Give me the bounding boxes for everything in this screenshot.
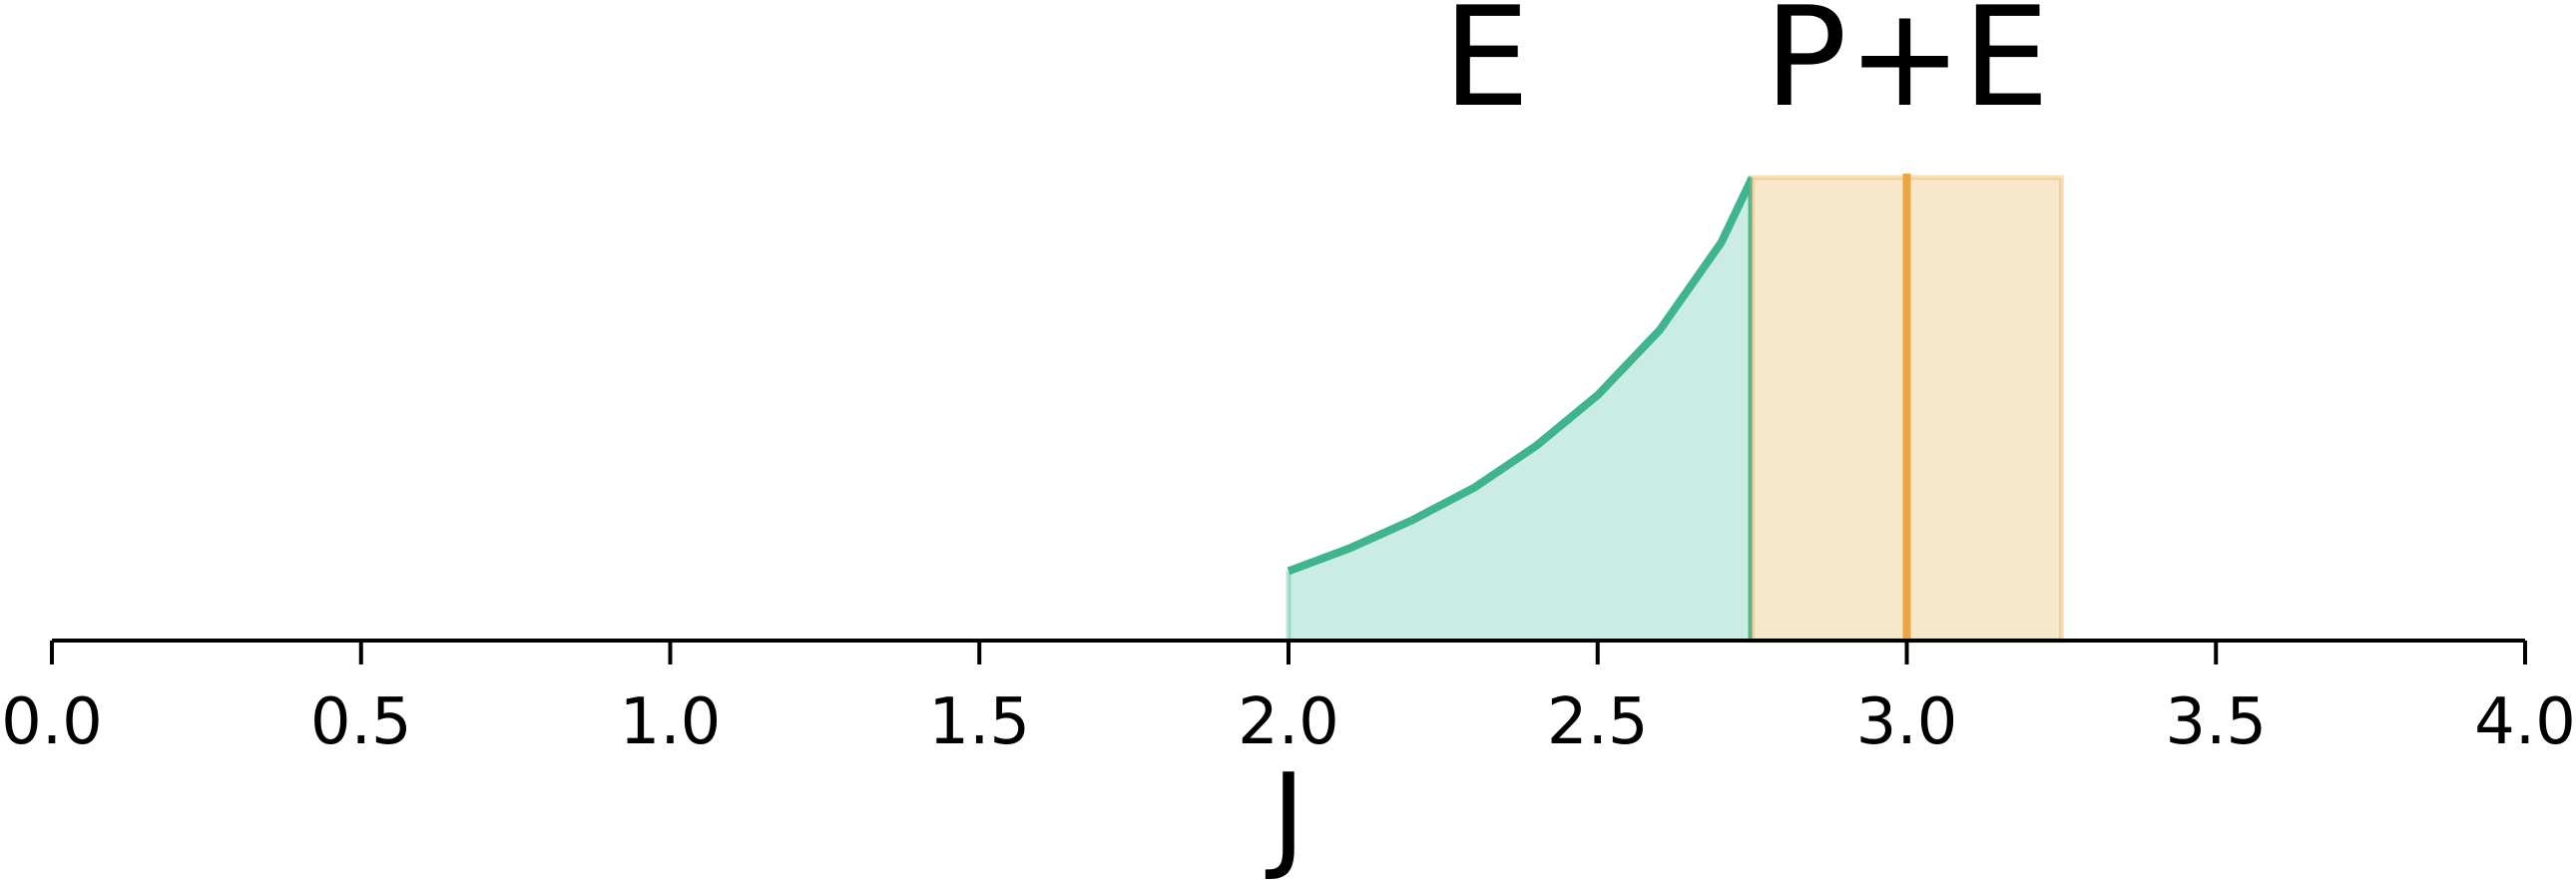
x-tick-label: 1.5 xyxy=(928,685,1030,759)
region-label-p-e: P+E xyxy=(1764,0,2049,138)
x-tick-label: 3.0 xyxy=(1856,685,1958,759)
region-e-curve xyxy=(1287,176,1757,576)
x-tick-label: 2.5 xyxy=(1547,685,1649,759)
regions-layer xyxy=(1286,174,2064,644)
x-tick-label: 0.0 xyxy=(1,685,103,759)
x-tick-label: 2.0 xyxy=(1238,685,1339,759)
x-tick-label: 0.5 xyxy=(310,685,412,759)
x-tick-label: 3.5 xyxy=(2165,685,2267,759)
region-label-e: E xyxy=(1443,0,1530,138)
x-axis-ticks: 0.0 0.5 1.0 1.5 2.0 2.5 3.0 3.5 4.0 xyxy=(1,641,2576,759)
x-axis-title: J xyxy=(1266,749,1305,880)
x-tick-label: 4.0 xyxy=(2474,685,2576,759)
x-axis: 0.0 0.5 1.0 1.5 2.0 2.5 3.0 3.5 4.0 J xyxy=(1,639,2576,880)
x-tick-label: 1.0 xyxy=(620,685,722,759)
region-e-fill xyxy=(1288,178,1753,641)
region-labels: E P+E xyxy=(1443,0,2050,138)
